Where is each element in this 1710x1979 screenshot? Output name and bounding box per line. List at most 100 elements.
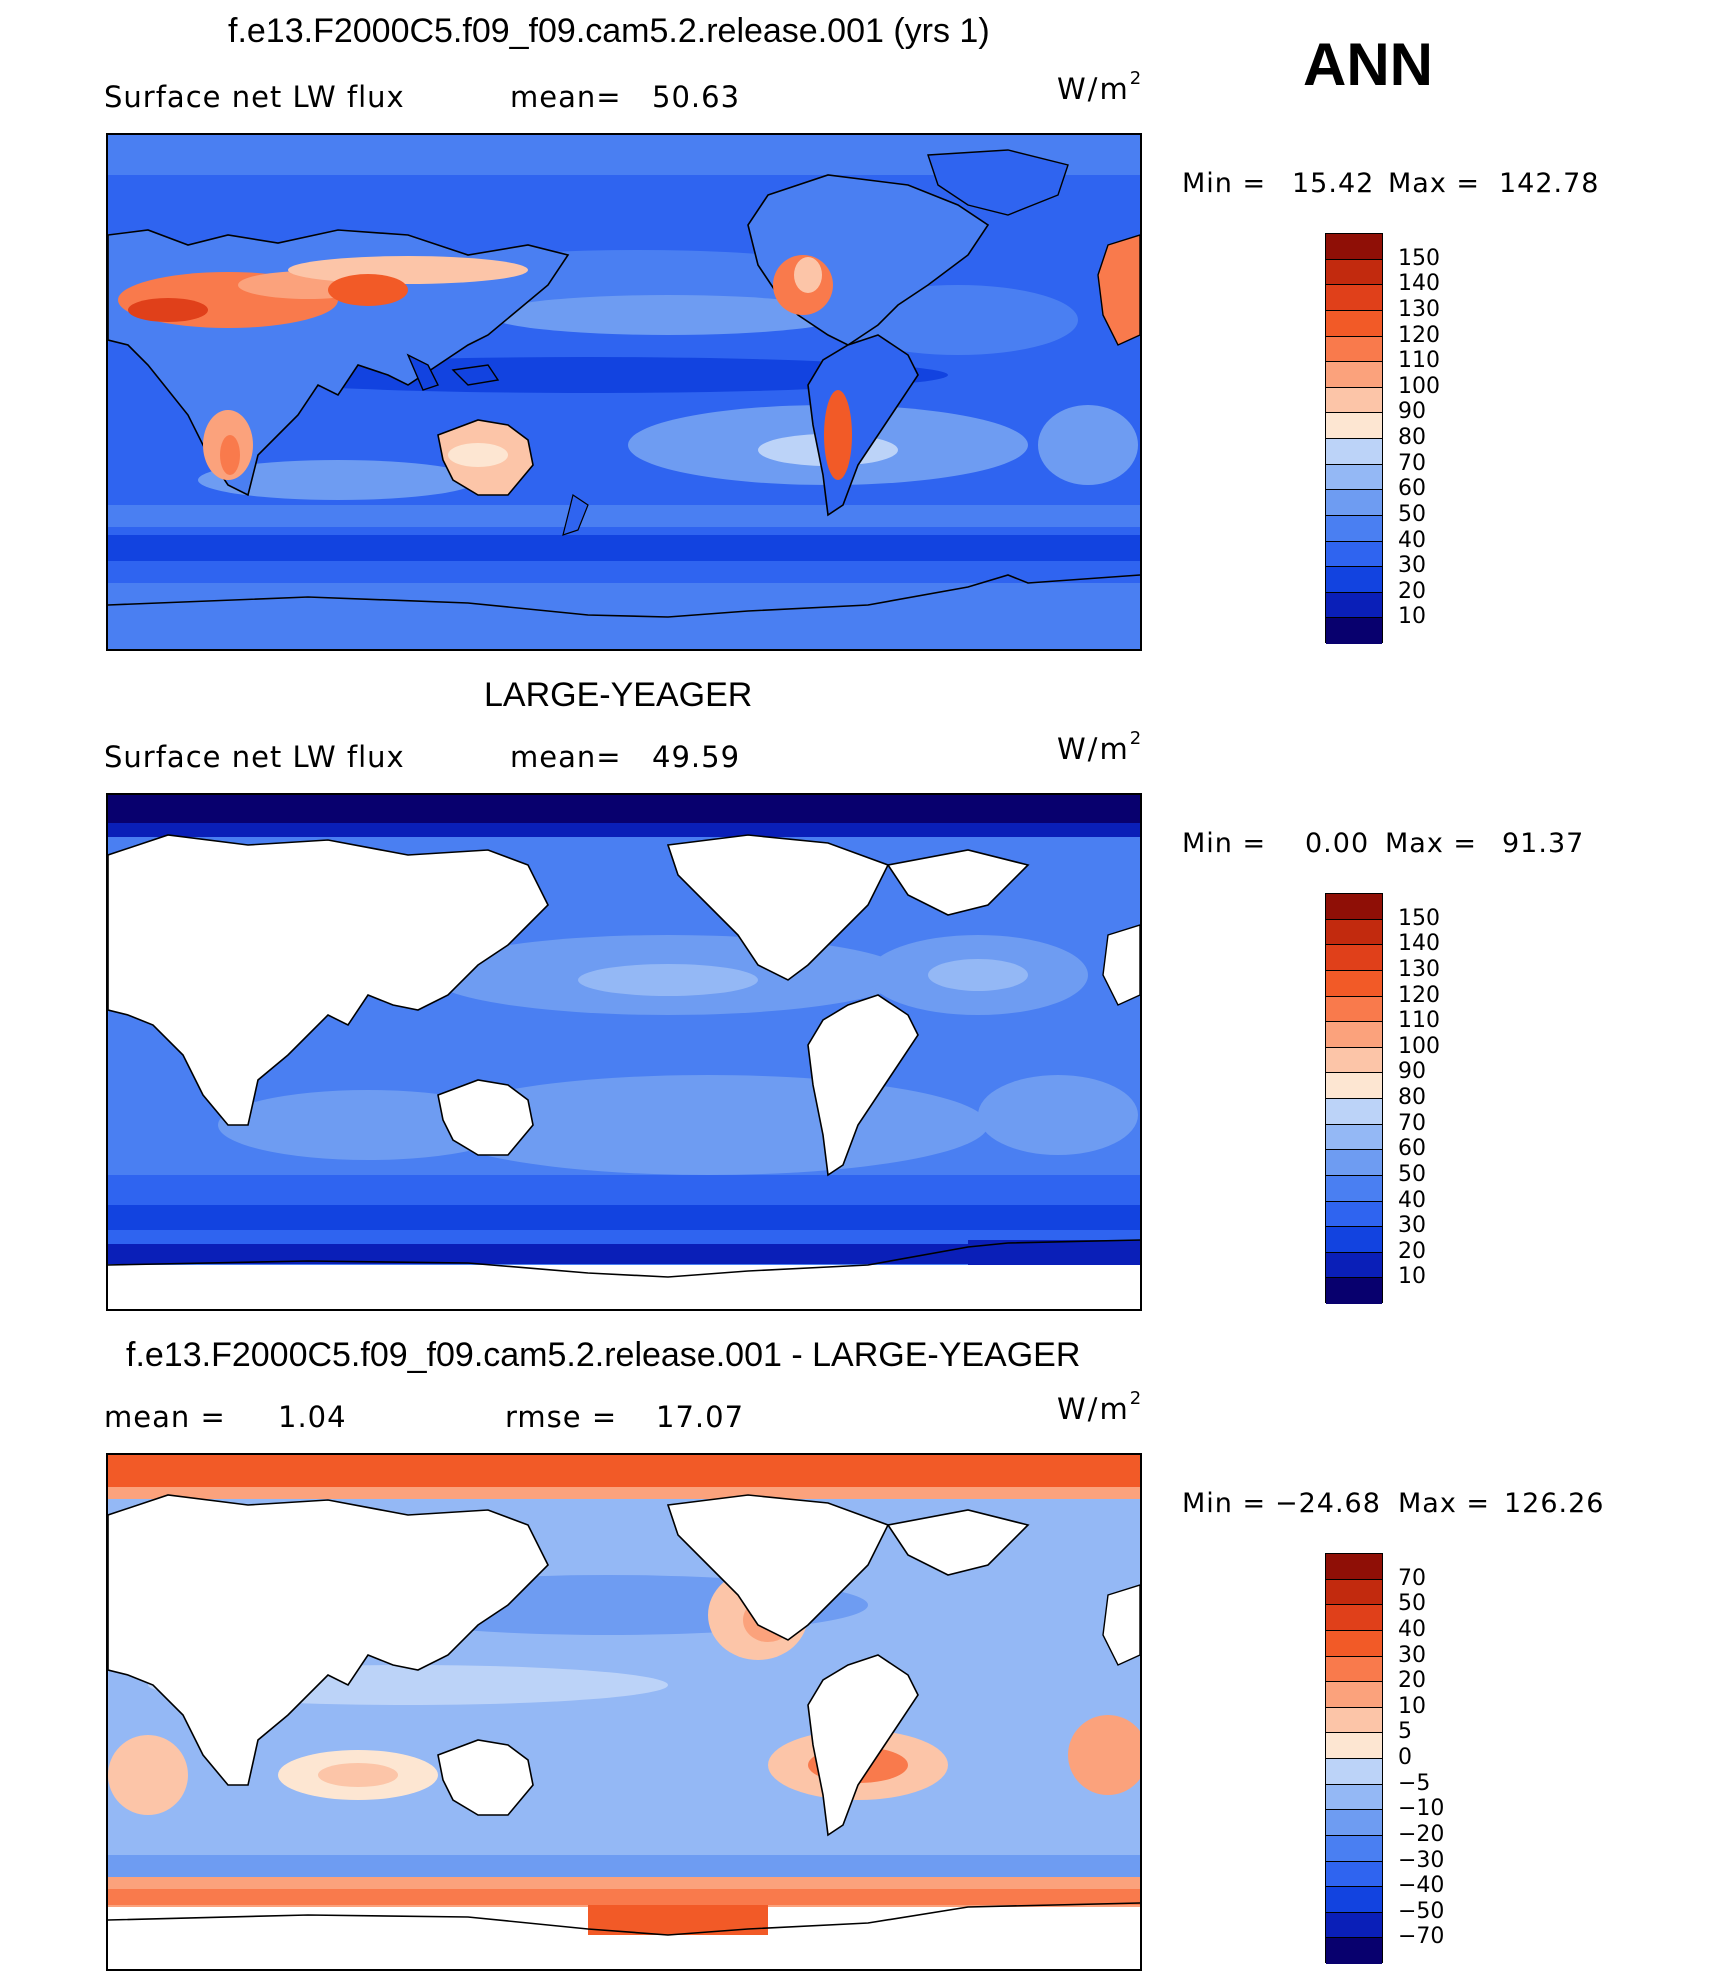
colorbar-swatch <box>1326 1733 1382 1759</box>
colorbar-swatch <box>1326 464 1382 491</box>
panel2-max-value: 91.37 <box>1502 828 1585 859</box>
colorbar-swatch <box>1326 387 1382 414</box>
colorbar-tick-label: 120 <box>1398 982 1440 1008</box>
colorbar-swatch <box>1326 285 1382 311</box>
colorbar-tick-label: 40 <box>1398 1616 1426 1642</box>
panel3-map-canvas <box>108 1455 1140 1969</box>
colorbar-tick-label: 80 <box>1398 425 1426 450</box>
colorbar-swatch <box>1326 1554 1382 1580</box>
colorbar-swatch <box>1326 1938 1382 1964</box>
colorbar-swatch <box>1326 1861 1382 1888</box>
panel2-min-value: 0.00 <box>1305 828 1370 859</box>
panel1-variable-label: Surface net LW flux <box>104 80 405 114</box>
colorbar-swatch <box>1326 1124 1382 1151</box>
colorbar-tick-label: 10 <box>1398 1693 1426 1719</box>
colorbar-swatch <box>1326 894 1382 920</box>
panel3-min-label: Min = <box>1182 1488 1267 1519</box>
panel3-colorbar <box>1325 1553 1383 1964</box>
colorbar-tick-label: 30 <box>1398 553 1426 579</box>
colorbar-tick-label: 70 <box>1398 450 1426 476</box>
colorbar-tick-label: 80 <box>1398 1085 1426 1110</box>
colorbar-tick-label: −50 <box>1398 1898 1445 1924</box>
colorbar-swatch <box>1326 310 1382 337</box>
colorbar-tick-label: 30 <box>1398 1213 1426 1239</box>
colorbar-swatch <box>1326 413 1382 439</box>
panel3-min-value: −24.68 <box>1275 1488 1381 1519</box>
colorbar-tick-label: 90 <box>1398 1059 1426 1085</box>
colorbar-tick-label: 20 <box>1398 1238 1426 1264</box>
colorbar-tick-label: 100 <box>1398 1033 1440 1059</box>
colorbar-swatch <box>1326 996 1382 1023</box>
colorbar-tick-label: −5 <box>1398 1770 1431 1796</box>
colorbar-tick-label: 150 <box>1398 905 1440 931</box>
panel1-mean-value: 50.63 <box>652 80 741 114</box>
panel1-max-label: Max = <box>1388 168 1481 199</box>
panel1-title: f.e13.F2000C5.f09_f09.cam5.2.release.001… <box>228 12 990 50</box>
colorbar-tick-label: −30 <box>1398 1847 1445 1873</box>
colorbar-tick-label: 140 <box>1398 931 1440 957</box>
colorbar-tick-label: 60 <box>1398 1136 1426 1162</box>
colorbar-tick-label: 70 <box>1398 1110 1426 1136</box>
panel3-unit: W/m2 <box>1057 1388 1144 1426</box>
colorbar-swatch <box>1326 1784 1382 1811</box>
colorbar-swatch <box>1326 1252 1382 1279</box>
colorbar-tick-label: 90 <box>1398 399 1426 425</box>
colorbar-swatch <box>1326 1810 1382 1836</box>
panel1-map-canvas <box>108 135 1140 649</box>
colorbar-swatch <box>1326 259 1382 286</box>
panel2-colorbar <box>1325 893 1383 1304</box>
colorbar-swatch <box>1326 1150 1382 1176</box>
panel3-map <box>106 1453 1142 1971</box>
colorbar-tick-label: −70 <box>1398 1924 1445 1950</box>
colorbar-tick-label: −20 <box>1398 1821 1445 1847</box>
colorbar-tick-label: 10 <box>1398 604 1426 630</box>
panel2-variable-label: Surface net LW flux <box>104 740 405 774</box>
colorbar-swatch <box>1326 234 1382 260</box>
colorbar-swatch <box>1326 1099 1382 1125</box>
colorbar-swatch <box>1326 1887 1382 1913</box>
panel2-min-label: Min = <box>1182 828 1267 859</box>
panel3-title: f.e13.F2000C5.f09_f09.cam5.2.release.001… <box>126 1336 1081 1374</box>
colorbar-tick-label: 20 <box>1398 578 1426 604</box>
colorbar-swatch <box>1326 567 1382 593</box>
panel2-map <box>106 793 1142 1311</box>
colorbar-swatch <box>1326 1605 1382 1631</box>
colorbar-tick-label: 150 <box>1398 245 1440 271</box>
colorbar-swatch <box>1326 336 1382 363</box>
colorbar-tick-label: 140 <box>1398 271 1440 297</box>
colorbar-tick-label: −10 <box>1398 1796 1445 1822</box>
colorbar-swatch <box>1326 1227 1382 1253</box>
panel1-unit: W/m2 <box>1057 68 1144 106</box>
colorbar-tick-label: 100 <box>1398 373 1440 399</box>
panel1-min-label: Min = <box>1182 168 1267 199</box>
colorbar-tick-label: 0 <box>1398 1745 1412 1770</box>
colorbar-tick-label: 60 <box>1398 476 1426 502</box>
colorbar-tick-label: −40 <box>1398 1873 1445 1899</box>
panel3-mean-label: mean = <box>104 1400 226 1434</box>
colorbar-swatch <box>1326 1682 1382 1708</box>
colorbar-swatch <box>1326 970 1382 997</box>
colorbar-swatch <box>1326 362 1382 388</box>
panel3-max-label: Max = <box>1398 1488 1491 1519</box>
panel1-map <box>106 133 1142 651</box>
colorbar-tick-label: 110 <box>1398 348 1440 374</box>
colorbar-swatch <box>1326 1656 1382 1683</box>
colorbar-swatch <box>1326 1022 1382 1048</box>
colorbar-swatch <box>1326 945 1382 971</box>
panel3-rmse-label: rmse = <box>505 1400 618 1434</box>
panel2-max-label: Max = <box>1385 828 1478 859</box>
colorbar-swatch <box>1326 1912 1382 1939</box>
colorbar-tick-label: 30 <box>1398 1642 1426 1668</box>
colorbar-swatch <box>1326 1835 1382 1862</box>
colorbar-tick-label: 40 <box>1398 527 1426 553</box>
colorbar-swatch <box>1326 1201 1382 1228</box>
panel2-mean-value: 49.59 <box>652 740 741 774</box>
colorbar-swatch <box>1326 490 1382 516</box>
panel1-min-value: 15.42 <box>1292 168 1375 199</box>
panel2-map-canvas <box>108 795 1140 1309</box>
colorbar-swatch <box>1326 541 1382 568</box>
season-label: ANN <box>1303 31 1433 98</box>
colorbar-swatch <box>1326 1175 1382 1202</box>
colorbar-swatch <box>1326 515 1382 542</box>
colorbar-swatch <box>1326 1759 1382 1785</box>
